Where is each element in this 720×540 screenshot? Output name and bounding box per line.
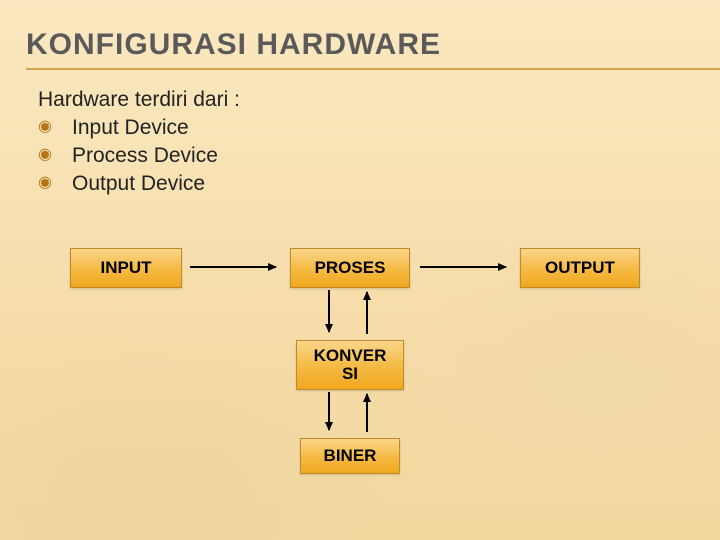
title-underline	[26, 68, 720, 70]
arrow-proses-konversi-down	[328, 290, 330, 332]
node-input: INPUT	[70, 248, 182, 288]
arrow-konversi-proses-up	[366, 292, 368, 334]
arrow-proses-output	[420, 266, 506, 268]
arrow-input-proses	[190, 266, 276, 268]
arrow-biner-konversi-up	[366, 394, 368, 432]
node-konversi: KONVER SI	[296, 340, 404, 390]
node-proses: PROSES	[290, 248, 410, 288]
list-item: Process Device	[72, 144, 218, 168]
node-output: OUTPUT	[520, 248, 640, 288]
bullet-icon: ◉	[38, 172, 52, 192]
page-title: KONFIGURASI HARDWARE	[26, 28, 441, 62]
list-item: Output Device	[72, 172, 205, 196]
bullet-icon: ◉	[38, 116, 52, 136]
intro-text: Hardware terdiri dari :	[38, 88, 240, 112]
bullet-icon: ◉	[38, 144, 52, 164]
node-biner: BINER	[300, 438, 400, 474]
slide: KONFIGURASI HARDWARE Hardware terdiri da…	[0, 0, 720, 540]
arrow-konversi-biner-down	[328, 392, 330, 430]
list-item: Input Device	[72, 116, 189, 140]
